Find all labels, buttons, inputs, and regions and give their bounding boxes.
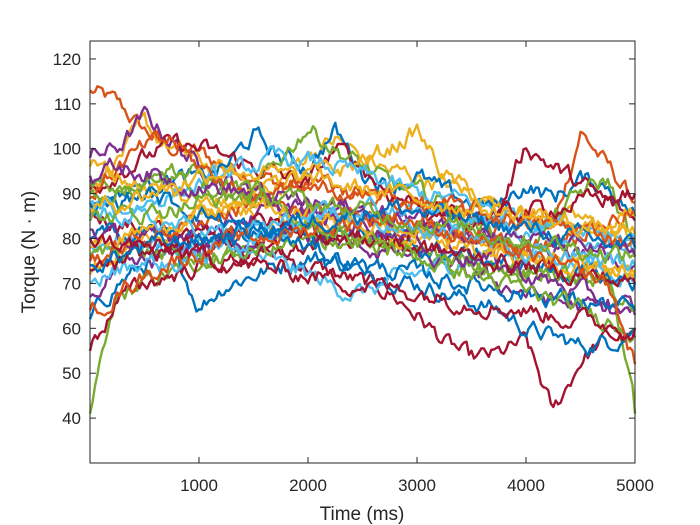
x-tick-label: 3000 [398, 476, 436, 495]
plot-frame [89, 40, 636, 464]
x-tick-label: 5000 [616, 476, 654, 495]
series-line-21 [88, 173, 637, 264]
x-tick-label: 4000 [507, 476, 545, 495]
series-line-26 [88, 157, 637, 257]
series-line-31 [88, 180, 636, 265]
y-tick-label: 50 [62, 364, 81, 383]
ticks-layer: 1000 2000 3000 4000 5000 40 50 60 70 80 90 100 110 12… [53, 41, 654, 495]
x-tick-label: 2000 [289, 476, 327, 495]
x-tick-label: 1000 [180, 476, 218, 495]
series-line-4 [88, 235, 636, 357]
series-line-32 [89, 163, 637, 239]
series-layer [88, 85, 637, 414]
series-line-30 [88, 233, 637, 341]
series-line-29 [89, 198, 637, 274]
y-tick-label: 100 [53, 140, 81, 159]
y-tick-label: 40 [62, 409, 81, 428]
y-axis-label: Torque (N · m) [19, 191, 40, 313]
series-line-8 [88, 121, 637, 217]
y-tick-label: 70 [62, 274, 81, 293]
y-tick-label: 60 [62, 319, 81, 338]
y-tick-label: 120 [53, 50, 81, 69]
y-tick-label: 90 [62, 185, 81, 204]
series-line-3 [89, 211, 637, 409]
series-line-24 [89, 170, 637, 344]
y-tick-label: 80 [62, 230, 81, 249]
y-tick-label: 110 [54, 95, 81, 114]
x-axis-label: Time (ms) [320, 504, 405, 525]
